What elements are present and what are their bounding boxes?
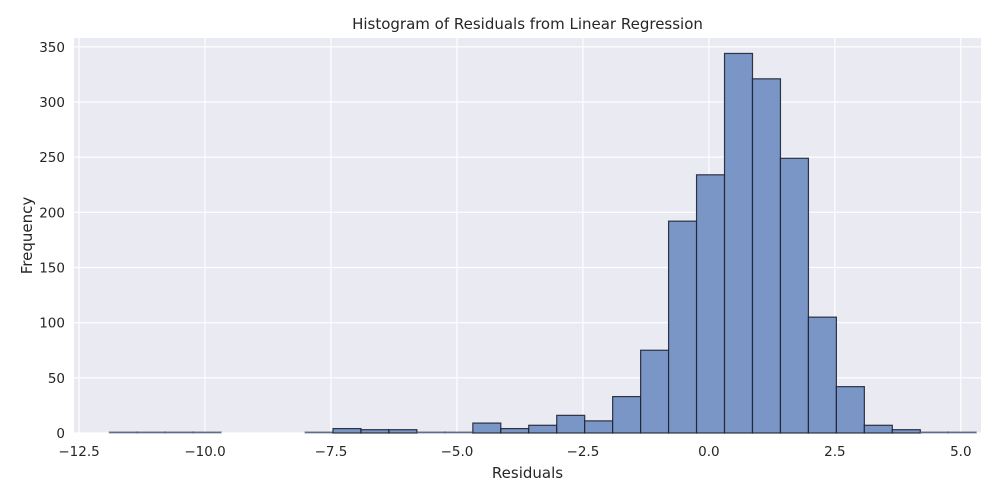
x-tick-label: 2.5 bbox=[824, 444, 845, 460]
y-tick-label: 0 bbox=[56, 426, 65, 442]
y-tick-label: 300 bbox=[39, 95, 65, 111]
histogram-bar bbox=[444, 431, 474, 434]
histogram-bar bbox=[612, 395, 642, 434]
y-tick-label: 350 bbox=[39, 40, 65, 56]
histogram-bar bbox=[472, 422, 502, 434]
histogram-bar bbox=[835, 386, 865, 434]
histogram-bar bbox=[416, 431, 446, 434]
y-tick-label: 200 bbox=[39, 205, 65, 221]
histogram-bar bbox=[947, 431, 977, 434]
histogram-bar bbox=[360, 429, 390, 434]
histogram-bar bbox=[500, 427, 530, 434]
x-tick-label: −5.0 bbox=[441, 444, 474, 460]
y-tick-label: 250 bbox=[39, 150, 65, 166]
x-tick-label: −12.5 bbox=[58, 444, 99, 460]
histogram-bar bbox=[891, 429, 921, 434]
histogram-bar bbox=[640, 349, 670, 434]
x-tick-label: −2.5 bbox=[567, 444, 600, 460]
x-tick-label: −10.0 bbox=[184, 444, 225, 460]
x-tick-label: 0.0 bbox=[698, 444, 719, 460]
histogram-bar bbox=[807, 316, 837, 434]
histogram-bar bbox=[919, 431, 949, 434]
y-tick-label: 100 bbox=[39, 316, 65, 332]
histogram-bar bbox=[584, 420, 614, 434]
histogram-bar bbox=[332, 427, 362, 434]
histogram-bar bbox=[667, 220, 698, 434]
histogram-bar bbox=[863, 424, 893, 434]
bars bbox=[108, 52, 977, 434]
histogram-bar bbox=[388, 429, 418, 434]
histogram-bar bbox=[751, 78, 782, 434]
y-axis-label: Frequency bbox=[18, 197, 36, 275]
histogram-bar bbox=[528, 424, 558, 434]
histogram-bar bbox=[723, 52, 754, 434]
x-axis-label: Residuals bbox=[492, 464, 563, 482]
y-tick-label: 150 bbox=[39, 260, 65, 276]
plot-background bbox=[74, 38, 981, 433]
y-tick-labels: 0 50 100 150 200 250 300 350 bbox=[39, 40, 65, 442]
histogram-bar bbox=[304, 431, 334, 434]
x-tick-labels: −12.5 −10.0 −7.5 −5.0 −2.5 0.0 2.5 5.0 bbox=[58, 444, 971, 460]
histogram-bar bbox=[779, 157, 810, 434]
x-tick-label: 5.0 bbox=[950, 444, 971, 460]
histogram-bar bbox=[556, 414, 586, 434]
histogram-bar bbox=[192, 431, 222, 434]
histogram-bar bbox=[164, 431, 194, 434]
x-tick-label: −7.5 bbox=[315, 444, 348, 460]
chart-title: Histogram of Residuals from Linear Regre… bbox=[352, 15, 703, 33]
histogram-bar bbox=[136, 431, 166, 434]
histogram-bar bbox=[108, 431, 138, 434]
y-tick-label: 50 bbox=[48, 371, 65, 387]
histogram-bar bbox=[695, 174, 726, 434]
